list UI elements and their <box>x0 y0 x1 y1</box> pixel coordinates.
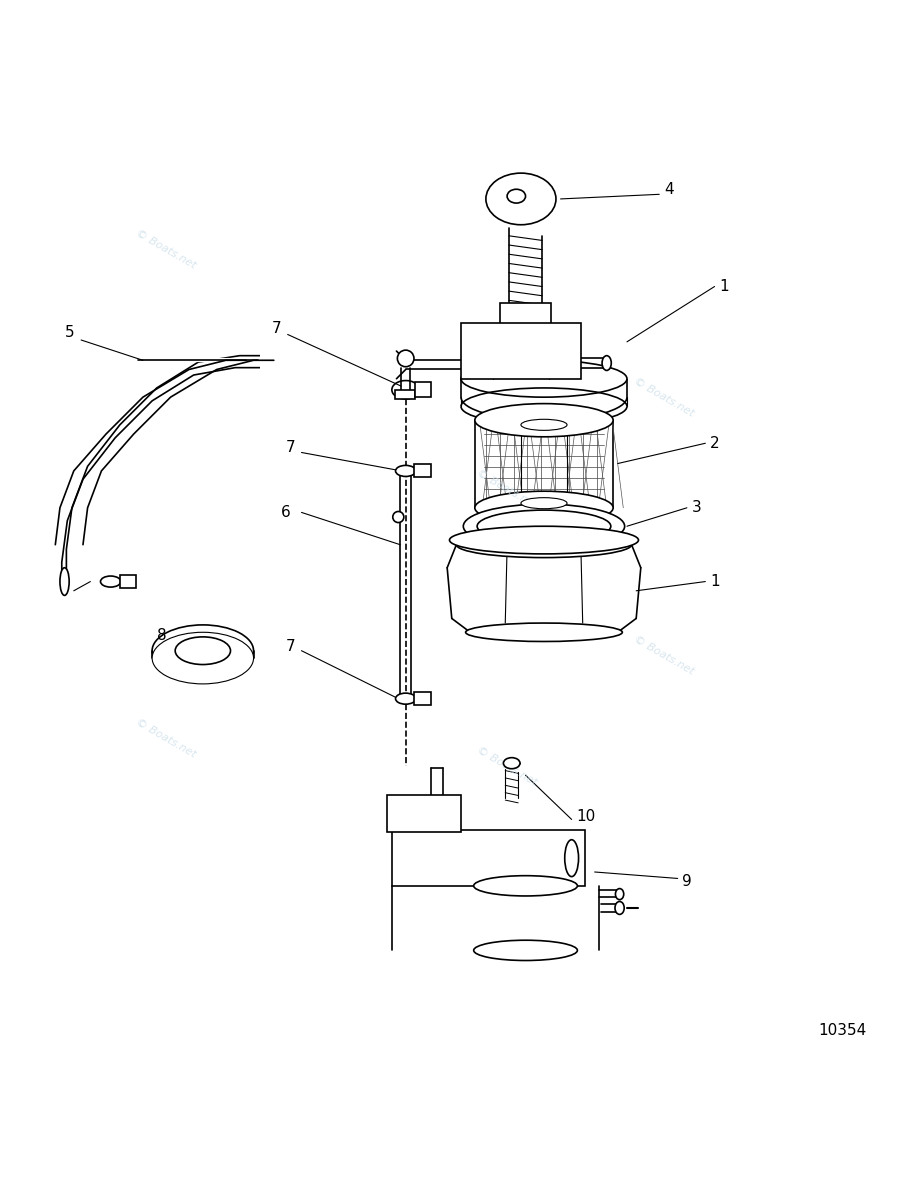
Text: 7: 7 <box>286 440 295 455</box>
Text: 7: 7 <box>60 583 69 599</box>
Text: 10: 10 <box>576 809 596 824</box>
Ellipse shape <box>466 623 622 642</box>
Ellipse shape <box>507 190 526 203</box>
Bar <box>395 390 415 400</box>
Ellipse shape <box>397 350 414 367</box>
Text: © Boats.net: © Boats.net <box>134 718 198 760</box>
Ellipse shape <box>456 532 632 558</box>
Text: 7: 7 <box>286 638 295 654</box>
Ellipse shape <box>602 355 611 371</box>
Ellipse shape <box>521 419 567 431</box>
Text: © Boats.net: © Boats.net <box>475 468 539 511</box>
Text: 8: 8 <box>157 628 166 642</box>
FancyBboxPatch shape <box>387 796 461 833</box>
Text: 1: 1 <box>719 280 728 294</box>
Text: 4: 4 <box>664 182 673 197</box>
Ellipse shape <box>477 510 610 542</box>
Text: © Boats.net: © Boats.net <box>632 376 696 419</box>
Ellipse shape <box>175 637 230 665</box>
Ellipse shape <box>60 568 69 595</box>
Bar <box>414 464 431 478</box>
Text: 3: 3 <box>692 500 702 515</box>
Ellipse shape <box>475 491 613 524</box>
Ellipse shape <box>521 498 567 509</box>
Text: © Boats.net: © Boats.net <box>632 634 696 677</box>
FancyBboxPatch shape <box>392 830 585 886</box>
Ellipse shape <box>475 403 613 437</box>
Text: 7: 7 <box>272 320 281 336</box>
Text: 5: 5 <box>65 325 74 340</box>
Ellipse shape <box>616 888 623 900</box>
Ellipse shape <box>100 576 121 587</box>
Ellipse shape <box>396 466 416 476</box>
Ellipse shape <box>503 757 520 769</box>
Ellipse shape <box>393 511 404 522</box>
Text: 1: 1 <box>710 574 719 589</box>
Text: © Boats.net: © Boats.net <box>134 228 198 271</box>
Ellipse shape <box>152 632 254 684</box>
Ellipse shape <box>463 504 624 548</box>
Ellipse shape <box>615 901 624 914</box>
Text: 9: 9 <box>682 874 692 889</box>
Ellipse shape <box>564 840 579 876</box>
Ellipse shape <box>474 941 577 960</box>
Text: 2: 2 <box>710 436 719 451</box>
Bar <box>415 383 431 397</box>
Ellipse shape <box>152 625 254 677</box>
Ellipse shape <box>486 173 556 224</box>
Text: © Boats.net: © Boats.net <box>475 745 539 787</box>
Bar <box>414 692 431 706</box>
Ellipse shape <box>449 527 638 554</box>
Ellipse shape <box>396 694 416 704</box>
FancyBboxPatch shape <box>500 302 551 335</box>
Text: 6: 6 <box>281 505 291 520</box>
Ellipse shape <box>474 876 577 896</box>
Bar <box>120 575 136 588</box>
FancyBboxPatch shape <box>461 323 581 379</box>
Text: 10354: 10354 <box>819 1022 867 1038</box>
